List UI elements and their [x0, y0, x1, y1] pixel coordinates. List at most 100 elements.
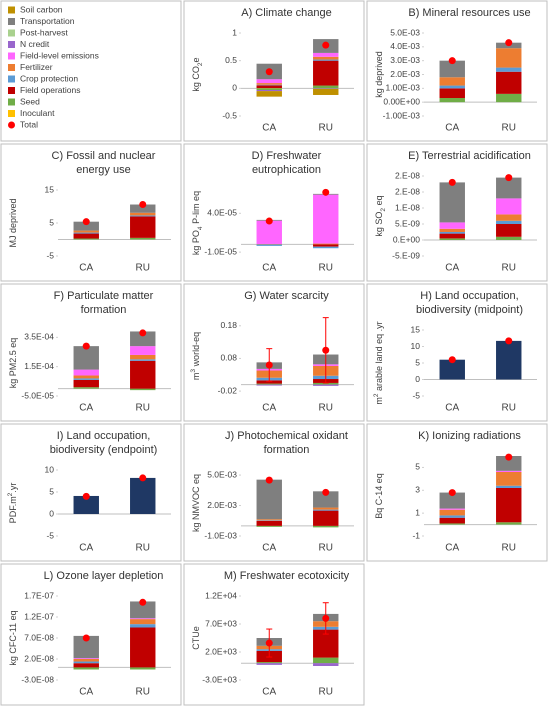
bar-segment	[130, 204, 156, 213]
y-tick-label: 5	[49, 217, 54, 227]
y-axis-label-part: 4	[197, 226, 204, 230]
y-tick-label: 10	[411, 341, 421, 351]
total-marker	[265, 217, 273, 225]
bar-segment	[130, 354, 156, 360]
x-tick-label: CA	[79, 263, 93, 274]
y-tick-label: 5	[415, 357, 420, 367]
total-marker	[322, 488, 330, 496]
y-axis-label-part: MJ deprived	[8, 198, 18, 247]
y-tick-label: 2.0E-03	[390, 69, 420, 79]
x-tick-label: RU	[136, 403, 150, 414]
y-tick-label: 1	[232, 27, 237, 37]
y-tick-label: 15	[45, 184, 55, 194]
bar-segment	[73, 667, 99, 670]
y-tick-label: 1.2E-07	[24, 611, 54, 621]
bar	[439, 359, 465, 380]
y-axis-label: kg NMVOC eq	[191, 474, 201, 532]
panel-border	[366, 0, 548, 142]
y-axis-label-part: Bq C-14 eq	[374, 473, 384, 519]
y-axis-label-part: m	[374, 397, 384, 405]
bar-segment	[439, 222, 465, 229]
y-tick-label: 0	[232, 83, 237, 93]
total-marker	[322, 346, 330, 354]
bar-segment	[439, 515, 465, 518]
panel-border	[366, 423, 548, 562]
bar-segment	[496, 71, 522, 94]
x-tick-label: CA	[262, 543, 276, 554]
bar-segment	[130, 388, 156, 391]
bar-segment	[130, 618, 156, 620]
panel-title: energy use	[76, 164, 130, 176]
bar-segment	[130, 212, 156, 216]
y-tick-label: -0.5	[222, 110, 237, 120]
x-tick-label: CA	[445, 543, 459, 554]
bar-segment	[73, 375, 99, 379]
bar-segment	[496, 93, 522, 103]
bar-segment	[439, 238, 465, 240]
panel-title: H) Land occupation,	[420, 290, 518, 302]
y-tick-label: 0.E+00	[393, 234, 420, 244]
bar-segment	[439, 85, 465, 89]
bar-segment	[496, 472, 522, 486]
y-tick-label: 1.00E-03	[386, 83, 421, 93]
x-tick-label: CA	[79, 403, 93, 414]
y-axis-label-part: m	[191, 373, 201, 381]
y-tick-label: 0.00E+00	[383, 96, 420, 106]
bar-segment	[439, 98, 465, 103]
y-tick-label: 1.E-08	[395, 202, 420, 212]
bar-segment	[256, 520, 282, 526]
x-tick-label: RU	[319, 403, 333, 414]
bar-segment	[313, 194, 339, 244]
y-axis-label-part: CTUe	[191, 626, 201, 650]
bar-segment	[439, 77, 465, 86]
bar-segment	[313, 657, 339, 664]
bar-segment	[313, 525, 339, 528]
bar-segment	[73, 232, 99, 234]
y-tick-label: 2.0E+03	[205, 646, 237, 656]
total-marker	[82, 492, 90, 500]
bar-segment	[73, 658, 99, 659]
bar-segment	[256, 84, 282, 86]
panel-title: F) Particulate matter	[54, 290, 154, 302]
x-tick-label: CA	[262, 403, 276, 414]
bar-segment	[313, 663, 339, 666]
panel-title: formation	[81, 304, 127, 316]
y-tick-label: 5.0E-03	[390, 27, 420, 37]
bar-segment	[496, 456, 522, 471]
bar-segment	[313, 509, 339, 511]
bar-segment	[256, 519, 282, 521]
panel-title: A) Climate change	[241, 7, 332, 19]
x-tick-label: CA	[79, 543, 93, 554]
bar-segment	[439, 232, 465, 234]
panel-border	[0, 423, 182, 562]
bar-segment	[256, 662, 282, 664]
y-tick-label: 4.0E-03	[390, 41, 420, 51]
bar	[130, 477, 156, 514]
panel-border	[183, 143, 365, 282]
y-tick-label: -1.0E-03	[204, 530, 237, 540]
y-tick-label: 0.5	[225, 55, 237, 65]
y-tick-label: -5	[46, 250, 54, 260]
bar-segment	[313, 85, 339, 89]
total-marker	[139, 598, 147, 606]
y-tick-label: 3.5E-04	[24, 332, 54, 342]
legend-swatch	[8, 29, 15, 37]
y-tick-label: 5	[415, 462, 420, 472]
total-marker	[322, 614, 330, 622]
x-tick-label: RU	[502, 543, 516, 554]
bar-segment	[313, 491, 339, 508]
legend-swatch	[8, 6, 15, 14]
bar-segment	[73, 663, 99, 668]
panel-border	[366, 143, 548, 282]
bar-segment	[256, 525, 282, 527]
x-tick-label: CA	[445, 403, 459, 414]
legend-label: Inoculant	[20, 108, 55, 118]
panel-title: M) Freshwater ecotoxicity	[224, 570, 350, 582]
legend-swatch	[8, 87, 15, 94]
y-tick-label: 0	[415, 374, 420, 384]
bar-segment	[73, 221, 99, 231]
y-axis-label-part: P-lim eq	[191, 191, 201, 227]
total-marker	[82, 218, 90, 226]
total-marker	[505, 453, 513, 461]
